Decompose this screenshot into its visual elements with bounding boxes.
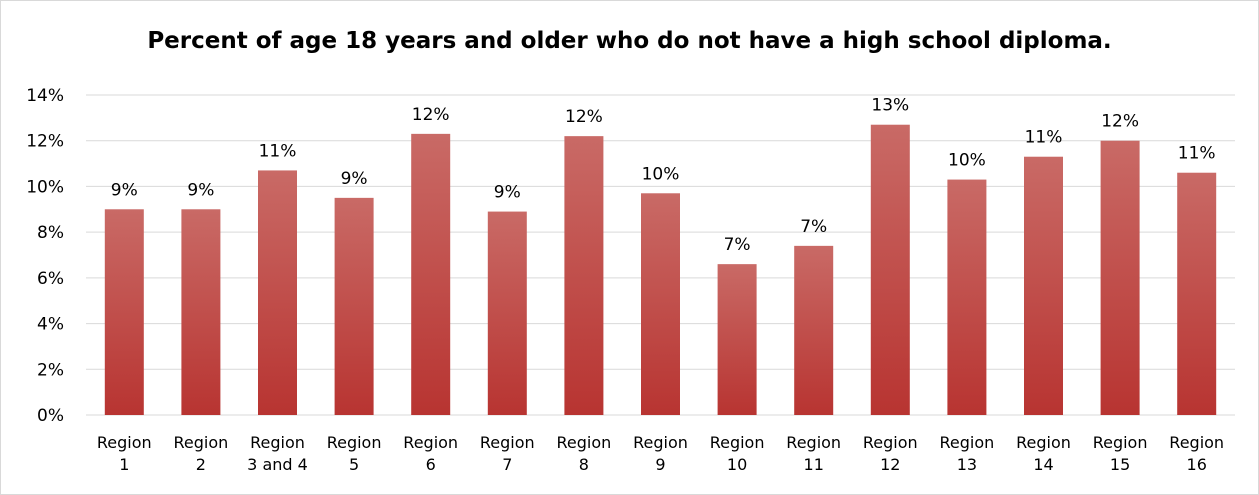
x-tick-label: Region 16: [1169, 433, 1224, 474]
x-tick-label: Region 10: [710, 433, 765, 474]
data-label: 12%: [412, 105, 450, 125]
bar: [411, 133, 451, 415]
data-label: 7%: [724, 235, 751, 255]
bar: [641, 193, 680, 415]
x-tick-label: Region 12: [863, 433, 918, 474]
data-label: 9%: [187, 180, 214, 200]
bars: [104, 124, 1217, 415]
bar: [334, 197, 374, 415]
data-label: 11%: [259, 141, 297, 161]
x-tick-label: Region 1: [97, 433, 152, 474]
y-tick-label: 8%: [37, 223, 64, 243]
bar: [870, 124, 910, 415]
y-tick-label: 2%: [37, 360, 64, 380]
chart-title: Percent of age 18 years and older who do…: [147, 28, 1112, 54]
x-tick-label: Region 9: [633, 433, 688, 474]
data-label: 9%: [111, 180, 138, 200]
x-tick-label: Region 5: [327, 433, 382, 474]
y-tick-label: 0%: [37, 406, 64, 426]
bar: [104, 209, 144, 415]
data-label: 7%: [800, 217, 827, 237]
y-tick-label: 6%: [37, 269, 64, 289]
x-tick-label: Region 7: [480, 433, 535, 474]
bar: [258, 170, 297, 415]
data-label: 12%: [565, 107, 603, 127]
data-label: 11%: [1178, 144, 1216, 164]
bar: [717, 264, 757, 415]
data-label: 13%: [871, 96, 909, 116]
x-tick-label: Region 8: [557, 433, 612, 474]
bar: [1100, 140, 1140, 415]
x-tick-label: Region 2: [174, 433, 229, 474]
y-tick-label: 14%: [26, 86, 64, 106]
x-tick-label: Region 11: [786, 433, 841, 474]
data-label: 10%: [642, 164, 680, 184]
data-label: 9%: [494, 183, 521, 203]
data-label: 9%: [341, 169, 368, 189]
data-labels: 9% 9% 11% 9% 12% 9% 12% 10% 7% 7% 13% 10% 11% 12% 11%: [111, 96, 1216, 255]
bar: [1024, 156, 1063, 415]
y-tick-label: 10%: [26, 177, 64, 197]
y-tick-label: 4%: [37, 315, 64, 335]
y-tick-label: 12%: [26, 132, 64, 152]
data-label: 10%: [948, 151, 986, 171]
bar: [947, 179, 987, 415]
x-tick-label: Region 14: [1016, 433, 1071, 474]
x-tick-label: Region 3 and 4: [247, 433, 308, 474]
x-tick-label: Region 6: [403, 433, 458, 474]
data-label: 12%: [1101, 112, 1139, 132]
bar: [181, 209, 221, 415]
bar: [564, 136, 604, 415]
x-axis: Region 1 Region 2 Region 3 and 4 Region 5 Region…: [97, 433, 1224, 474]
data-label: 11%: [1025, 128, 1063, 148]
bar: [1177, 172, 1217, 415]
x-tick-label: Region 13: [940, 433, 995, 474]
y-axis: 0% 2% 4% 6% 8% 10% 12% 14%: [26, 86, 64, 426]
x-tick-label: Region 15: [1093, 433, 1148, 474]
bar: [487, 211, 527, 415]
bar: [794, 245, 834, 415]
